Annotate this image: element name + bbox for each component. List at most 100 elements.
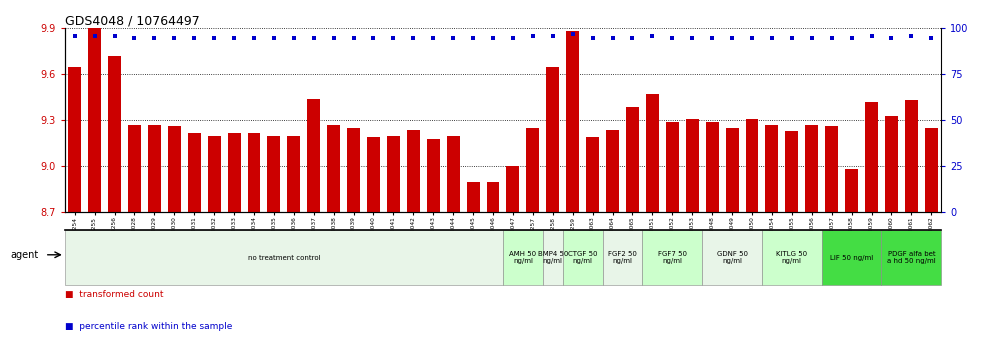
Bar — [586, 137, 599, 212]
Bar — [642, 230, 702, 285]
Point — [644, 33, 660, 39]
Point — [684, 35, 700, 40]
Point — [704, 35, 720, 40]
Point — [505, 35, 521, 40]
Point — [545, 33, 561, 39]
Text: FGF2 50
ng/ml: FGF2 50 ng/ml — [609, 251, 636, 264]
Point — [206, 35, 222, 40]
Point — [565, 31, 581, 37]
Bar — [606, 130, 619, 212]
Point — [624, 35, 640, 40]
Bar — [805, 125, 818, 212]
Bar — [543, 230, 563, 285]
Point — [864, 33, 879, 39]
Bar — [327, 125, 340, 212]
Text: ■  percentile rank within the sample: ■ percentile rank within the sample — [65, 322, 232, 331]
Point — [664, 35, 680, 40]
Bar — [167, 126, 181, 212]
Point — [844, 35, 860, 40]
Point — [585, 35, 601, 40]
Point — [445, 35, 461, 40]
Bar — [881, 230, 941, 285]
Point — [804, 35, 820, 40]
Bar — [665, 122, 678, 212]
Point — [883, 35, 899, 40]
Point — [286, 35, 302, 40]
Text: CTGF 50
ng/ml: CTGF 50 ng/ml — [568, 251, 598, 264]
Bar — [924, 128, 937, 212]
Bar — [386, 136, 399, 212]
Bar — [884, 116, 897, 212]
Point — [326, 35, 342, 40]
Text: ■  transformed count: ■ transformed count — [65, 290, 163, 299]
Bar — [685, 119, 698, 212]
Text: LIF 50 ng/ml: LIF 50 ng/ml — [830, 255, 873, 261]
Point — [366, 35, 381, 40]
Bar — [645, 94, 659, 212]
Bar — [127, 125, 141, 212]
Point — [525, 33, 541, 39]
Bar — [406, 130, 419, 212]
Text: BMP4 50
ng/ml: BMP4 50 ng/ml — [538, 251, 568, 264]
Point — [425, 35, 441, 40]
Point — [485, 35, 501, 40]
Bar — [762, 230, 822, 285]
Bar — [307, 99, 320, 212]
Point — [605, 35, 621, 40]
Bar — [65, 230, 503, 285]
Bar — [267, 136, 280, 212]
Text: PDGF alfa bet
a hd 50 ng/ml: PDGF alfa bet a hd 50 ng/ml — [887, 251, 935, 264]
Bar — [287, 136, 300, 212]
Bar — [765, 125, 778, 212]
Bar — [147, 125, 161, 212]
Point — [67, 33, 83, 39]
Point — [764, 35, 780, 40]
Point — [784, 35, 800, 40]
Point — [266, 35, 282, 40]
Point — [903, 33, 919, 39]
Bar — [367, 137, 379, 212]
Bar — [825, 126, 838, 212]
Bar — [845, 170, 858, 212]
Point — [385, 35, 401, 40]
Bar — [207, 136, 220, 212]
Bar — [187, 133, 200, 212]
Bar — [603, 230, 642, 285]
Bar — [702, 230, 762, 285]
Text: FGF7 50
ng/ml: FGF7 50 ng/ml — [657, 251, 687, 264]
Point — [126, 35, 142, 40]
Bar — [625, 107, 639, 212]
Bar — [227, 133, 240, 212]
Bar — [563, 230, 603, 285]
Text: AMH 50
ng/ml: AMH 50 ng/ml — [509, 251, 537, 264]
Point — [724, 35, 740, 40]
Text: GDNF 50
ng/ml: GDNF 50 ng/ml — [716, 251, 748, 264]
Bar — [506, 166, 519, 212]
Bar — [745, 119, 758, 212]
Point — [923, 35, 939, 40]
Bar — [108, 56, 122, 212]
Bar — [486, 182, 499, 212]
Point — [87, 33, 103, 39]
Bar — [904, 101, 917, 212]
Bar — [347, 128, 360, 212]
Point — [166, 35, 182, 40]
Text: no treatment control: no treatment control — [248, 255, 320, 261]
Point — [346, 35, 362, 40]
Bar — [566, 32, 579, 212]
Bar — [466, 182, 479, 212]
Bar — [725, 128, 738, 212]
Point — [226, 35, 242, 40]
Point — [146, 35, 162, 40]
Text: agent: agent — [11, 250, 39, 260]
Bar — [705, 122, 719, 212]
Point — [306, 35, 322, 40]
Bar — [526, 128, 539, 212]
Text: GDS4048 / 10764497: GDS4048 / 10764497 — [65, 14, 199, 27]
Bar — [822, 230, 881, 285]
Bar — [785, 131, 798, 212]
Bar — [247, 133, 261, 212]
Bar — [426, 139, 439, 212]
Point — [405, 35, 421, 40]
Bar — [446, 136, 459, 212]
